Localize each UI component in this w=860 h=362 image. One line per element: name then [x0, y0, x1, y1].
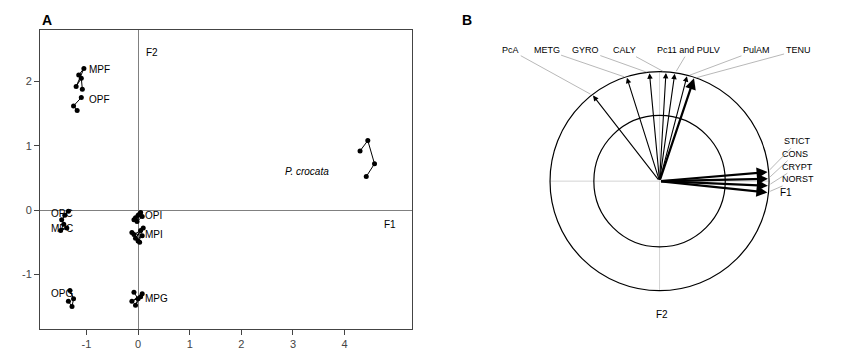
svg-text:MPG: MPG	[145, 293, 168, 304]
svg-text:P. crocata: P. crocata	[285, 166, 329, 177]
svg-text:OPF: OPF	[89, 94, 110, 105]
svg-text:F2: F2	[146, 47, 158, 58]
svg-text:A: A	[42, 12, 52, 28]
svg-text:PulAM: PulAM	[743, 45, 770, 55]
svg-text:CALY: CALY	[613, 45, 636, 55]
svg-text:NORST: NORST	[782, 174, 814, 184]
svg-text:1: 1	[187, 338, 193, 350]
svg-text:3: 3	[290, 338, 296, 350]
svg-text:4: 4	[342, 338, 348, 350]
svg-text:CONS: CONS	[782, 149, 808, 159]
svg-text:1: 1	[26, 140, 32, 152]
svg-text:F2: F2	[656, 309, 668, 320]
svg-text:METG: METG	[534, 45, 560, 55]
svg-text:0: 0	[26, 204, 32, 216]
svg-text:-1: -1	[22, 268, 32, 280]
svg-text:STICT: STICT	[784, 136, 811, 146]
svg-text:CRYPT: CRYPT	[782, 162, 813, 172]
svg-text:B: B	[462, 12, 472, 28]
svg-text:0: 0	[135, 338, 141, 350]
svg-text:2: 2	[26, 75, 32, 87]
svg-text:OPI: OPI	[145, 210, 162, 221]
svg-text:F1: F1	[384, 219, 396, 230]
svg-text:GYRO: GYRO	[572, 45, 599, 55]
svg-text:PcA: PcA	[502, 45, 519, 55]
svg-text:OPG: OPG	[51, 288, 73, 299]
svg-text:-1: -1	[82, 338, 92, 350]
svg-text:MPC: MPC	[51, 223, 73, 234]
svg-text:OPC: OPC	[51, 208, 73, 219]
svg-text:Pc11 and PULV: Pc11 and PULV	[657, 45, 720, 55]
svg-text:MPF: MPF	[89, 64, 110, 75]
svg-text:2: 2	[238, 338, 244, 350]
svg-text:F1: F1	[780, 187, 792, 198]
svg-text:TENU: TENU	[786, 45, 811, 55]
svg-text:MPI: MPI	[145, 229, 163, 240]
